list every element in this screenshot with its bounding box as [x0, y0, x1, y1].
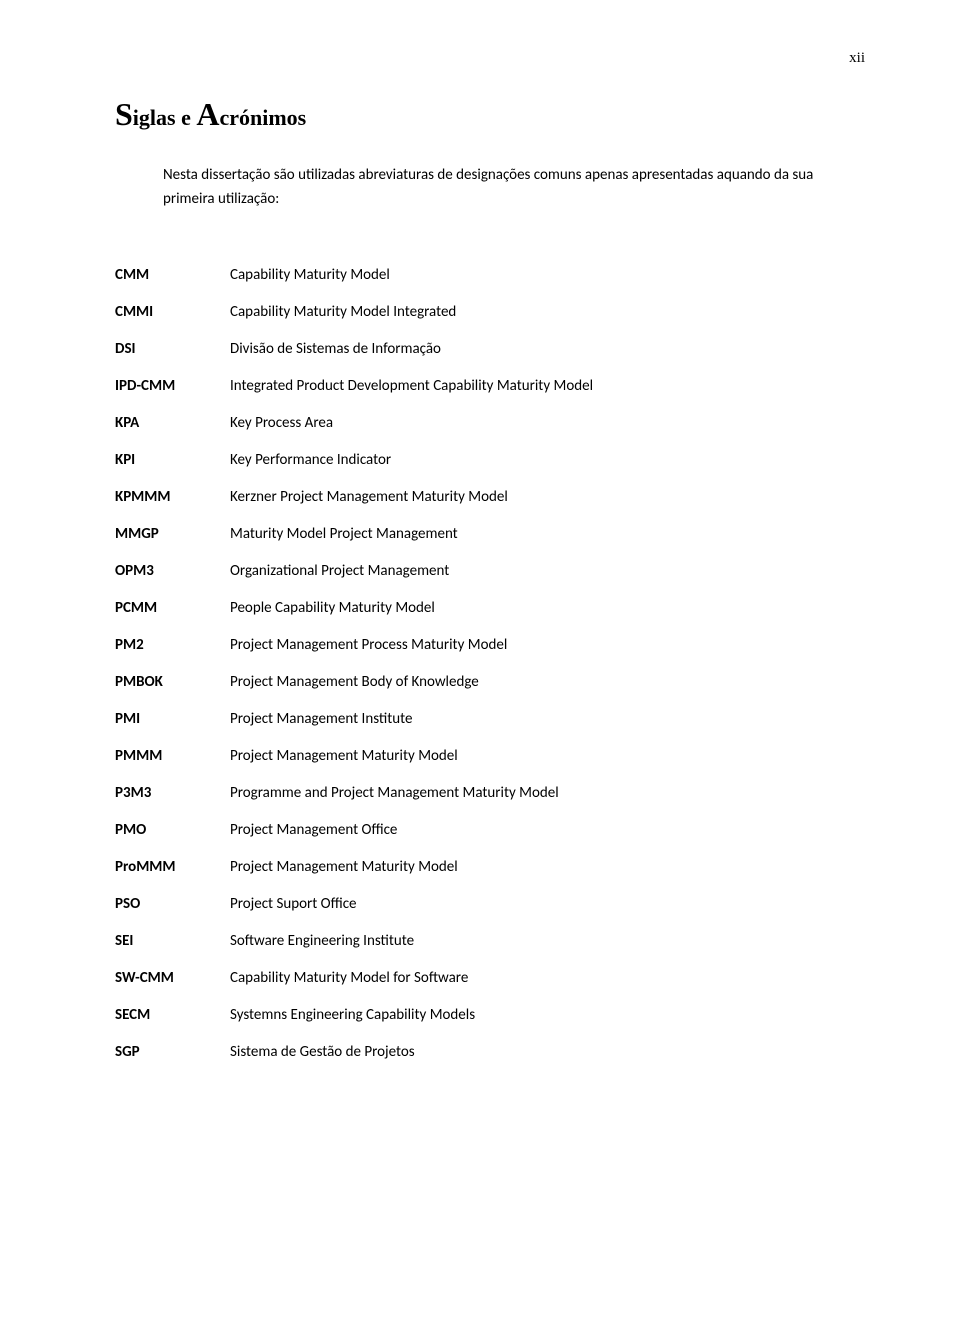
acronym-value: Integrated Product Development Capabilit… — [230, 367, 865, 404]
acronym-row: DSIDivisão de Sistemas de Informação — [115, 330, 865, 367]
acronym-value: Project Management Office — [230, 811, 865, 848]
acronym-value: Project Management Maturity Model — [230, 737, 865, 774]
acronym-row: KPAKey Process Area — [115, 404, 865, 441]
acronym-row: P3M3Programme and Project Management Mat… — [115, 774, 865, 811]
acronym-key: CMM — [115, 256, 230, 293]
intro-paragraph: Nesta dissertação são utilizadas abrevia… — [163, 163, 865, 211]
acronym-key: KPI — [115, 441, 230, 478]
acronym-value: People Capability Maturity Model — [230, 589, 865, 626]
acronym-key: PM2 — [115, 626, 230, 663]
acronym-key: PSO — [115, 885, 230, 922]
acronym-key: PMBOK — [115, 663, 230, 700]
acronym-row: KPIKey Performance Indicator — [115, 441, 865, 478]
acronym-table: CMMCapability Maturity ModelCMMICapabili… — [115, 256, 865, 1070]
acronym-key: PCMM — [115, 589, 230, 626]
acronym-row: CMMICapability Maturity Model Integrated — [115, 293, 865, 330]
acronym-key: DSI — [115, 330, 230, 367]
acronym-key: SECM — [115, 996, 230, 1033]
acronym-value: Capability Maturity Model Integrated — [230, 293, 865, 330]
title-big-2: A — [196, 96, 219, 132]
acronym-key: SW-CMM — [115, 959, 230, 996]
title-big-1: S — [115, 96, 133, 132]
acronym-value: Programme and Project Management Maturit… — [230, 774, 865, 811]
acronym-row: PCMMPeople Capability Maturity Model — [115, 589, 865, 626]
acronym-key: KPA — [115, 404, 230, 441]
acronym-value: Project Management Process Maturity Mode… — [230, 626, 865, 663]
acronym-row: PMIProject Management Institute — [115, 700, 865, 737]
acronym-key: P3M3 — [115, 774, 230, 811]
acronym-value: Capability Maturity Model for Software — [230, 959, 865, 996]
page-number: xii — [849, 50, 865, 67]
acronym-row: MMGPMaturity Model Project Management — [115, 515, 865, 552]
title-small-2: crónimos — [219, 105, 306, 130]
acronym-row: PMBOKProject Management Body of Knowledg… — [115, 663, 865, 700]
acronym-value: Project Management Institute — [230, 700, 865, 737]
acronym-row: SGPSistema de Gestão de Projetos — [115, 1033, 865, 1070]
acronym-value: Divisão de Sistemas de Informação — [230, 330, 865, 367]
acronym-value: Maturity Model Project Management — [230, 515, 865, 552]
acronym-row: PMMMProject Management Maturity Model — [115, 737, 865, 774]
acronym-key: MMGP — [115, 515, 230, 552]
acronym-key: PMO — [115, 811, 230, 848]
acronym-row: KPMMMKerzner Project Management Maturity… — [115, 478, 865, 515]
acronym-key: SEI — [115, 922, 230, 959]
acronym-row: PSOProject Suport Office — [115, 885, 865, 922]
acronym-key: PMMM — [115, 737, 230, 774]
acronym-value: Project Management Body of Knowledge — [230, 663, 865, 700]
acronym-row: OPM3Organizational Project Management — [115, 552, 865, 589]
acronym-value: Organizational Project Management — [230, 552, 865, 589]
acronym-key: PMI — [115, 700, 230, 737]
acronym-value: Systemns Engineering Capability Models — [230, 996, 865, 1033]
acronym-row: PM2Project Management Process Maturity M… — [115, 626, 865, 663]
acronym-key: CMMI — [115, 293, 230, 330]
acronym-value: Sistema de Gestão de Projetos — [230, 1033, 865, 1070]
acronym-value: Project Management Maturity Model — [230, 848, 865, 885]
acronym-key: KPMMM — [115, 478, 230, 515]
acronym-key: OPM3 — [115, 552, 230, 589]
acronym-row: SEISoftware Engineering Institute — [115, 922, 865, 959]
acronym-key: ProMMM — [115, 848, 230, 885]
acronym-row: PMOProject Management Office — [115, 811, 865, 848]
acronym-value: Software Engineering Institute — [230, 922, 865, 959]
acronym-row: SW-CMMCapability Maturity Model for Soft… — [115, 959, 865, 996]
acronym-value: Key Process Area — [230, 404, 865, 441]
title-small-1: iglas e — [133, 105, 197, 130]
acronym-row: CMMCapability Maturity Model — [115, 256, 865, 293]
section-title: Siglas e Acrónimos — [115, 96, 865, 133]
acronym-row: IPD-CMMIntegrated Product Development Ca… — [115, 367, 865, 404]
acronym-value: Capability Maturity Model — [230, 256, 865, 293]
acronym-key: SGP — [115, 1033, 230, 1070]
acronym-value: Kerzner Project Management Maturity Mode… — [230, 478, 865, 515]
acronym-row: ProMMMProject Management Maturity Model — [115, 848, 865, 885]
acronym-row: SECMSystemns Engineering Capability Mode… — [115, 996, 865, 1033]
acronym-value: Key Performance Indicator — [230, 441, 865, 478]
acronym-key: IPD-CMM — [115, 367, 230, 404]
acronym-value: Project Suport Office — [230, 885, 865, 922]
